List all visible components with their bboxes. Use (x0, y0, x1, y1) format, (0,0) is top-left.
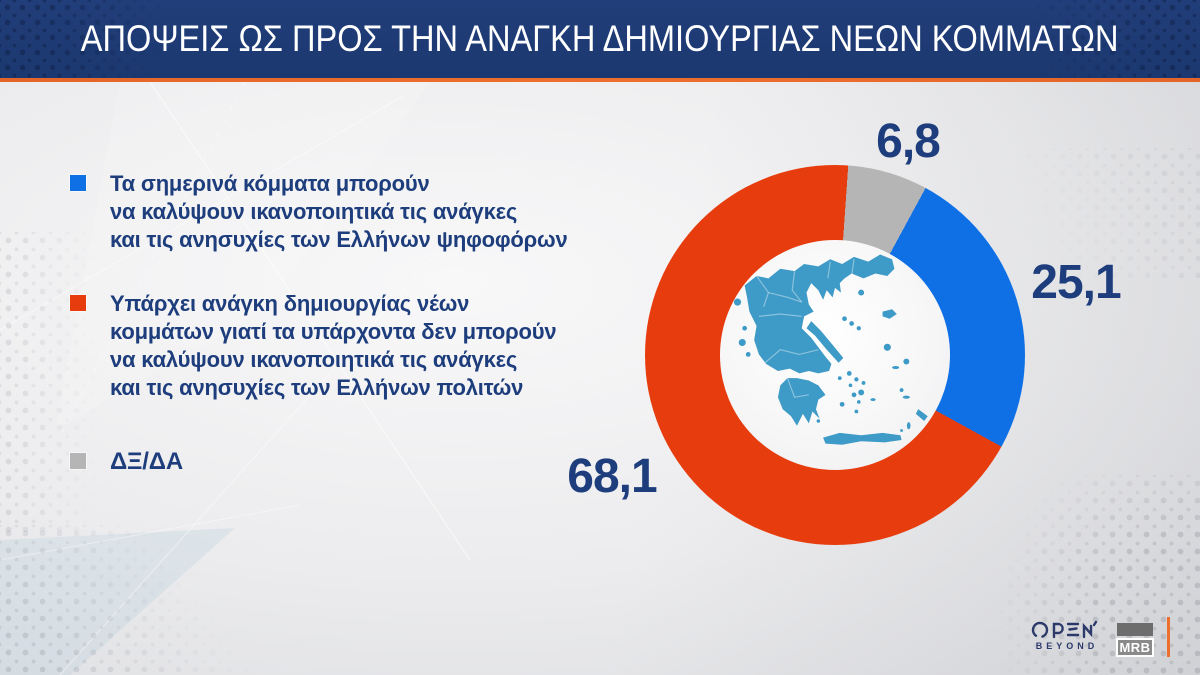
header-dot-texture-right (1000, 0, 1200, 78)
map-region-borders (756, 259, 855, 398)
legend-swatch-orange (70, 295, 86, 311)
brand-divider-line (1167, 617, 1170, 657)
legend-label: Υπάρχει ανάγκη δημιουργίας νέων κομμάτων… (110, 291, 557, 400)
greece-map (733, 254, 928, 445)
page-title: ΑΠΟΨΕΙΣ ΩΣ ΠΡΟΣ ΤΗΝ ΑΝΑΓΚΗ ΔΗΜΙΟΥΡΓΙΑΣ Ν… (81, 18, 1119, 59)
open-tv-logo: BEYOND (1028, 620, 1102, 651)
title-bar: ΑΠΟΨΕΙΣ ΩΣ ΠΡΟΣ ΤΗΝ ΑΝΑΓΚΗ ΔΗΜΙΟΥΡΓΙΑΣ Ν… (0, 0, 1200, 78)
halftone-dots-bottom-left (0, 525, 270, 675)
value-label-dont-know: 6,8 (876, 115, 941, 168)
legend-item-current-parties: Τα σημερινά κόμματα μπορούν να καλύψουν … (70, 170, 568, 254)
mrb-logo: MRB (1116, 623, 1154, 657)
mrb-logo-label: MRB (1116, 638, 1154, 657)
value-label-current-parties: 25,1 (1031, 256, 1121, 309)
legend-swatch-gray (70, 453, 86, 469)
open-logo-icon (1031, 620, 1098, 639)
legend-item-need-new-parties: Υπάρχει ανάγκη δημιουργίας νέων κομμάτων… (70, 290, 557, 402)
legend-item-dont-know: ΔΞ/ΔΑ (70, 448, 183, 476)
open-beyond-label: BEYOND (1035, 641, 1099, 651)
legend-label: ΔΞ/ΔΑ (110, 448, 183, 475)
value-label-need-new-parties: 68,1 (567, 450, 657, 503)
donut-chart (645, 165, 1025, 545)
legend-label: Τα σημερινά κόμματα μπορούν να καλύψουν … (110, 171, 568, 252)
donut-center (720, 240, 950, 470)
header-dot-texture-left (0, 0, 200, 78)
accent-divider (0, 78, 1200, 82)
legend-swatch-blue (70, 175, 86, 191)
mrb-logo-bar (1117, 623, 1153, 636)
